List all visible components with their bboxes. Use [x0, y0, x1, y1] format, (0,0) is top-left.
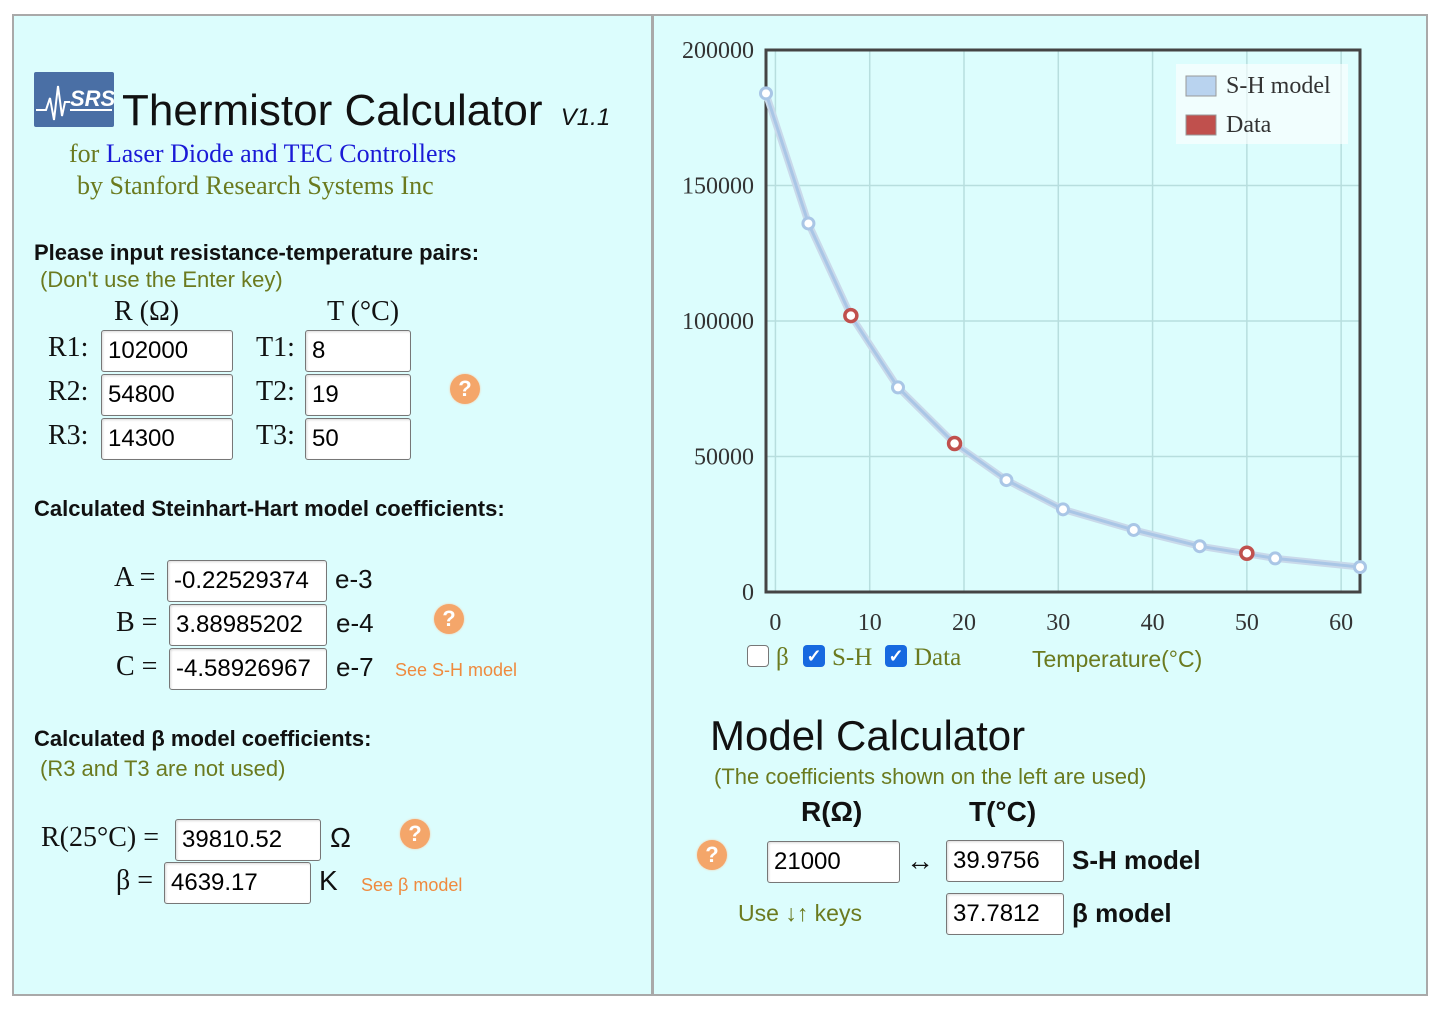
t3-label: T3: [256, 420, 295, 451]
legend-swatch-data [1185, 114, 1217, 136]
laser-diode-link[interactable]: Laser Diode and TEC Controllers [105, 139, 457, 168]
c-coefficient-input[interactable] [169, 648, 327, 690]
x-tick-label: 20 [952, 610, 976, 636]
beta-input[interactable] [164, 862, 311, 904]
calc-col-t-header: T(°C) [969, 796, 1037, 827]
x-tick-label: 0 [769, 610, 781, 636]
see-sh-model-link[interactable]: See S-H model [395, 660, 518, 680]
r25-unit: Ω [330, 822, 351, 853]
r1-input[interactable] [101, 330, 233, 372]
app-subtitle: for Laser Diode and TEC Controllers [69, 139, 457, 168]
a-label: A = [114, 562, 156, 593]
y-tick-label: 200000 [682, 38, 754, 64]
x-tick-label: 10 [858, 610, 882, 636]
chart-xlabel: Temperature(°C) [1032, 646, 1203, 672]
calc-help-icon[interactable]: ? [697, 840, 727, 870]
srs-logo: SRS [34, 72, 114, 127]
b-label: B = [116, 607, 158, 638]
r2-label: R2: [48, 376, 89, 407]
sh-model-point [1192, 539, 1207, 554]
r1-label: R1: [48, 332, 89, 363]
legend-label-sh: S-H model [1226, 73, 1331, 99]
sh-model-point [759, 86, 773, 101]
data-point [1239, 545, 1255, 561]
beta-series-checkbox[interactable] [747, 645, 769, 667]
y-tick-label: 100000 [682, 309, 754, 335]
model-calculator-note: (The coefficients shown on the left are … [714, 764, 1147, 789]
sh-series-checkbox[interactable]: ✓ [803, 645, 825, 667]
a-coefficient-input[interactable] [167, 560, 327, 602]
sh-temperature-input[interactable] [946, 840, 1064, 882]
t2-input[interactable] [305, 374, 411, 416]
t3-input[interactable] [305, 418, 411, 460]
calc-col-r-header: R(Ω) [801, 796, 863, 827]
beta-temperature-input[interactable] [946, 893, 1064, 935]
inputs-heading: Please input resistance-temperature pair… [34, 240, 480, 265]
x-tick-label: 60 [1329, 610, 1353, 636]
t1-label: T1: [256, 332, 295, 363]
beta-note: (R3 and T3 are not used) [40, 756, 286, 781]
x-tick-label: 30 [1046, 610, 1070, 636]
beta-heading: Calculated β model coefficients: [34, 726, 372, 751]
beta-model-label: β model [1072, 898, 1172, 928]
sh-model-point [1353, 560, 1367, 575]
sh-model-point [1126, 522, 1141, 537]
c-label: C = [116, 651, 158, 682]
inputs-note: (Don't use the Enter key) [40, 267, 283, 292]
r2-input[interactable] [101, 374, 233, 416]
sh-model-point [801, 216, 816, 231]
y-tick-label: 50000 [694, 445, 754, 471]
legend-swatch-sh [1185, 75, 1217, 97]
data-point [843, 307, 859, 324]
beta-series-label: β [776, 644, 789, 671]
sh-series-label: S-H [832, 644, 873, 671]
see-beta-model-link[interactable]: See β model [361, 875, 463, 895]
col-t-header: T (°C) [327, 296, 400, 327]
b-coefficient-input[interactable] [169, 604, 327, 646]
a-exponent: e-3 [335, 564, 373, 594]
t2-label: T2: [256, 376, 295, 407]
c-exponent: e-7 [336, 652, 374, 682]
r3-label: R3: [48, 420, 89, 451]
sh-model-point [999, 473, 1014, 488]
sh-model-point [1056, 502, 1070, 517]
panel-divider [651, 14, 654, 996]
sh-model-point [891, 380, 905, 395]
model-calculator-title: Model Calculator [710, 712, 1026, 759]
sh-model-label: S-H model [1072, 845, 1201, 875]
plot-border [764, 48, 1362, 594]
legend-label-data: Data [1226, 112, 1272, 138]
t1-input[interactable] [305, 330, 411, 372]
b-exponent: e-4 [336, 608, 374, 638]
keys-hint: Use ↓↑ keys [738, 900, 862, 926]
x-tick-label: 40 [1141, 610, 1165, 636]
col-r-header: R (Ω) [114, 296, 180, 327]
app-byline: by Stanford Research Systems Inc [77, 171, 434, 200]
beta-label: β = [116, 865, 154, 896]
data-point [946, 435, 963, 452]
beta-unit: K [319, 865, 338, 896]
r3-input[interactable] [101, 418, 233, 460]
r25-input[interactable] [175, 819, 321, 861]
y-tick-label: 0 [742, 580, 754, 606]
data-series-label: Data [914, 644, 962, 671]
sh-model-line [764, 91, 1362, 569]
resistance-temperature-chart: 0 10 20 30 40 50 60 0 50000 100000 150000 200000 S-H… [682, 38, 1367, 636]
sh-model-point [1268, 551, 1283, 566]
app-title: Thermistor Calculator V1.1 [122, 86, 611, 135]
svg-text:SRS: SRS [70, 86, 114, 111]
conversion-arrow: ↔ [906, 845, 934, 876]
data-series-checkbox[interactable]: ✓ [885, 645, 907, 667]
y-tick-label: 150000 [682, 174, 754, 200]
calc-resistance-input[interactable] [767, 841, 900, 883]
inputs-help-icon[interactable]: ? [450, 374, 480, 404]
sh-heading: Calculated Steinhart-Hart model coeffici… [34, 496, 505, 521]
sh-model-line-shadow [762, 89, 1364, 571]
app-version: V1.1 [560, 104, 611, 131]
beta-help-icon[interactable]: ? [400, 819, 430, 849]
r25-label: R(25°C) = [41, 822, 159, 853]
x-tick-label: 50 [1235, 610, 1259, 636]
sh-help-icon[interactable]: ? [434, 604, 464, 634]
